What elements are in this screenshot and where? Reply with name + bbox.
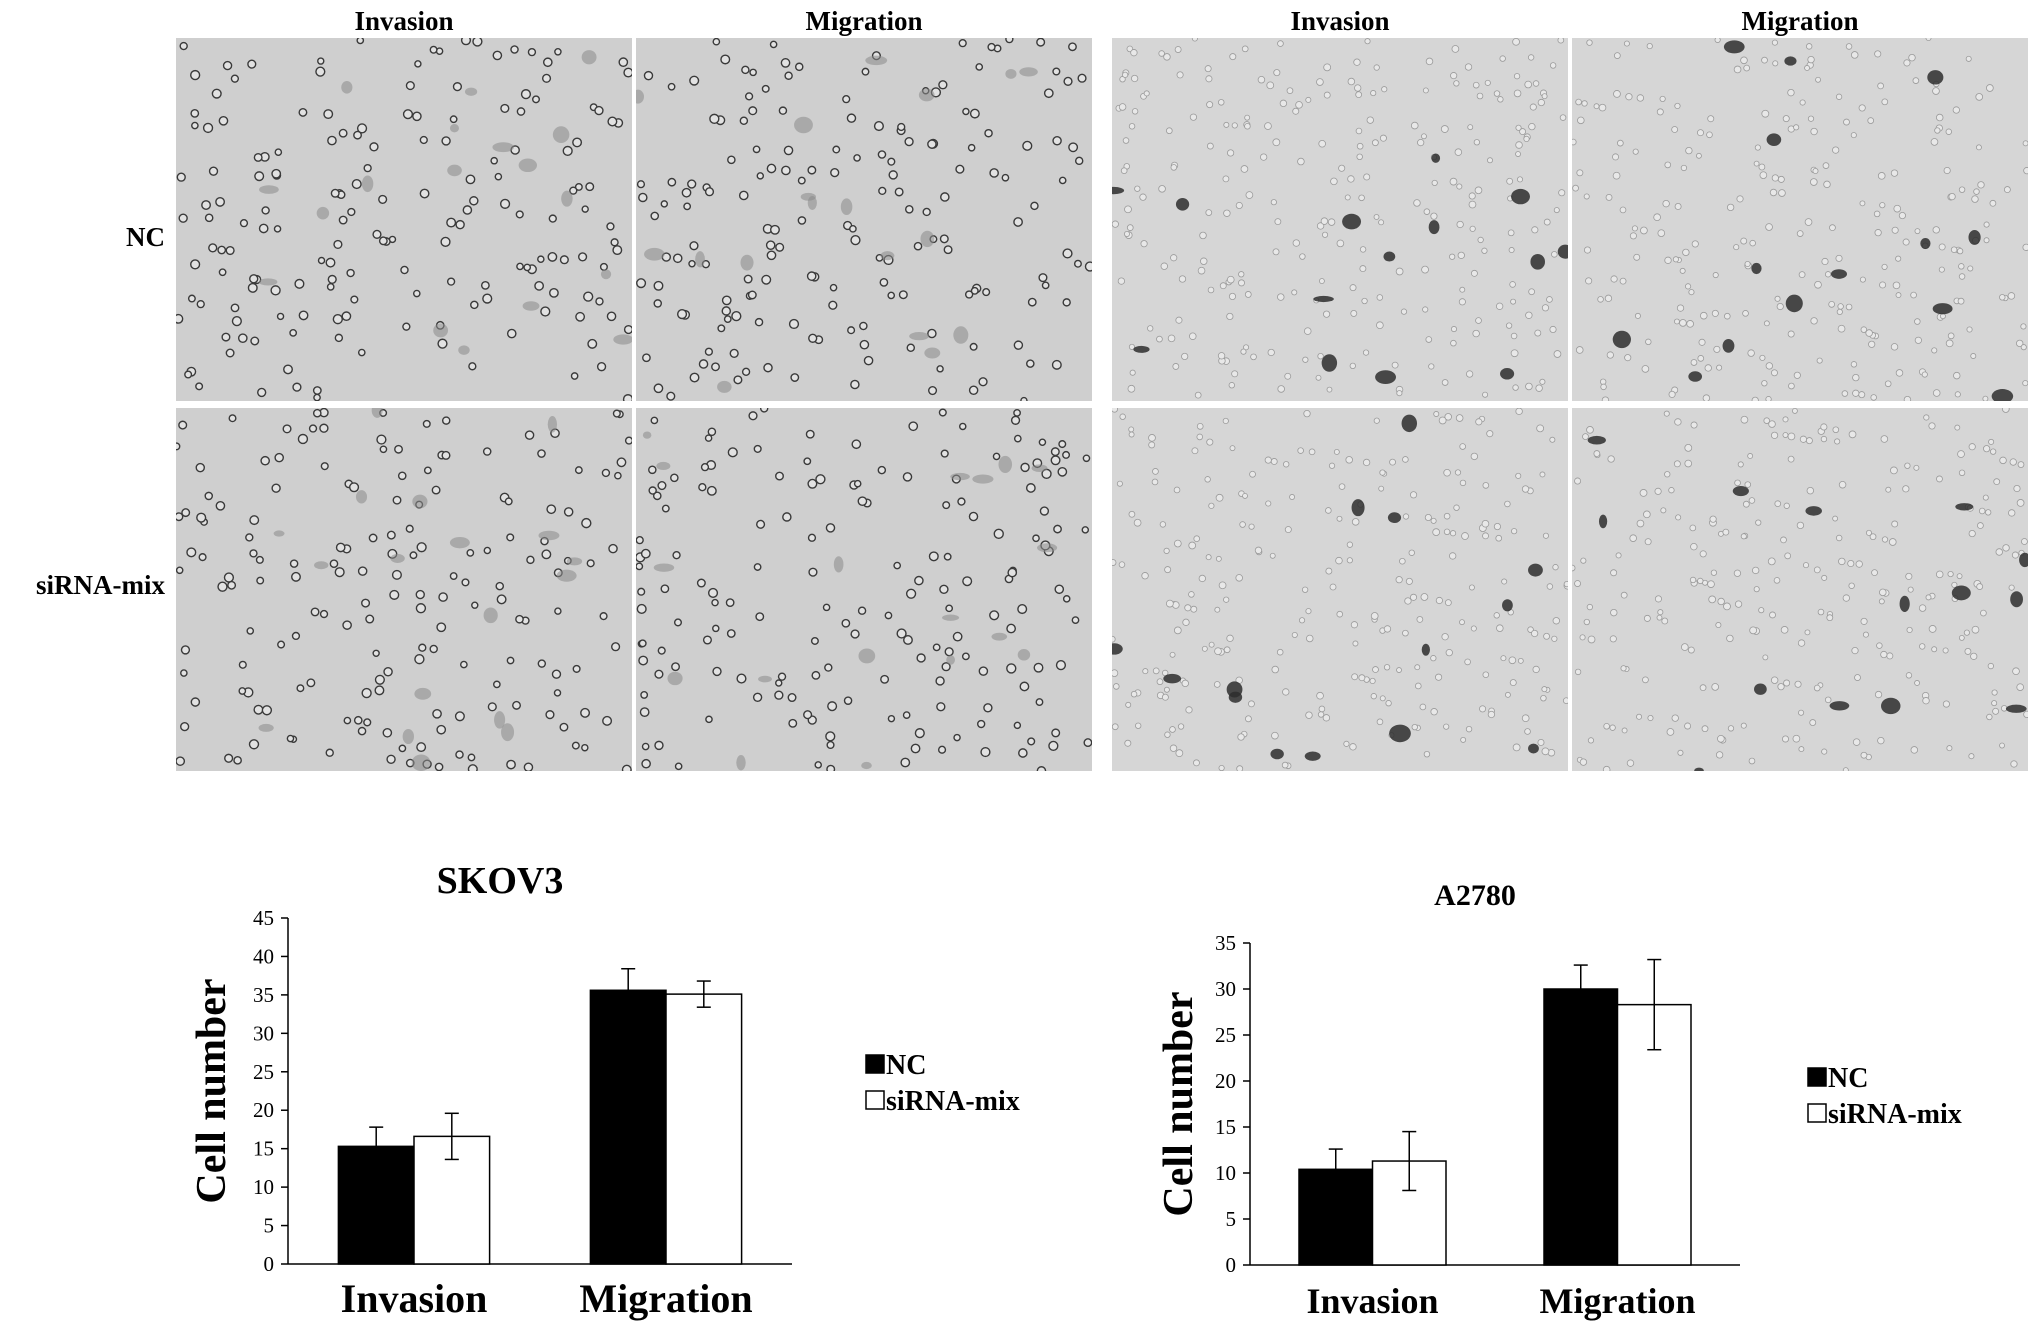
micrograph-a2780-sirna-invasion [1112, 408, 1568, 771]
micrograph-skov3-sirna-invasion [176, 408, 632, 771]
y-tick-label: 15 [1215, 1115, 1236, 1139]
chart-a2780: A2780 0 5 10 15 20 25 30 35 Cell number Invasion Mi… [1156, 879, 1962, 1321]
y-tick-label: 15 [253, 1137, 274, 1161]
y-tick-label: 0 [264, 1252, 275, 1276]
x-category-label: Invasion [1306, 1281, 1438, 1321]
y-tick-label: 5 [264, 1214, 275, 1238]
x-category-label: Invasion [341, 1276, 488, 1321]
micrograph-skov3-sirna-migration [636, 408, 1092, 771]
chart-title: A2780 [1434, 879, 1516, 912]
y-tick-label: 35 [253, 983, 274, 1007]
micrograph-a2780-nc-invasion [1112, 38, 1568, 401]
y-tick-label: 35 [1215, 931, 1236, 955]
bar-sirna-mix-migration [665, 993, 743, 1265]
x-category-label: Migration [1540, 1281, 1696, 1321]
bar-nc-migration [1543, 988, 1619, 1266]
chart-title: SKOV3 [437, 860, 564, 902]
legend-label: NC [886, 1050, 926, 1081]
y-tick-label: 0 [1226, 1253, 1237, 1277]
y-tick-label: 25 [1215, 1023, 1236, 1047]
column-label-invasion-skov3: Invasion [354, 6, 454, 36]
y-tick-label: 20 [253, 1098, 274, 1122]
y-axis-label: Cell number [189, 978, 235, 1203]
y-tick-label: 30 [253, 1021, 274, 1045]
legend-label: siRNA-mix [886, 1086, 1020, 1117]
legend-swatch-sirna-mix [1807, 1103, 1827, 1123]
legend-label: siRNA-mix [1828, 1099, 1962, 1130]
y-tick-label: 20 [1215, 1069, 1236, 1093]
y-tick-label: 40 [253, 944, 274, 968]
column-label-invasion-a2780: Invasion [1290, 6, 1390, 36]
micrograph-skov3-nc-invasion [176, 38, 632, 401]
y-tick-label: 30 [1215, 977, 1236, 1001]
y-tick-label: 45 [253, 906, 274, 930]
micrograph-skov3-nc-migration [636, 38, 1092, 401]
row-label-sirna-mix: siRNA-mix [36, 570, 165, 600]
legend-label: NC [1828, 1063, 1868, 1094]
y-tick-label: 25 [253, 1060, 274, 1084]
column-label-migration-skov3: Migration [805, 6, 923, 36]
y-axis-label: Cell number [1156, 991, 1202, 1216]
micrograph-a2780-nc-migration [1572, 38, 2028, 401]
row-label-nc: NC [126, 222, 165, 252]
legend-swatch-nc [865, 1054, 885, 1074]
column-label-migration-a2780: Migration [1741, 6, 1859, 36]
y-tick-label: 10 [253, 1175, 274, 1199]
bar-nc-migration [589, 989, 667, 1265]
chart-skov3: SKOV3 0 5 10 15 20 25 30 35 40 45 Cell number Invasi… [189, 860, 1020, 1321]
y-tick-label: 5 [1226, 1207, 1237, 1231]
micrograph-a2780-sirna-migration [1572, 408, 2028, 771]
legend-swatch-nc [1807, 1067, 1827, 1087]
legend-swatch-sirna-mix [865, 1090, 885, 1110]
y-tick-label: 10 [1215, 1161, 1236, 1185]
x-category-label: Migration [579, 1276, 752, 1321]
